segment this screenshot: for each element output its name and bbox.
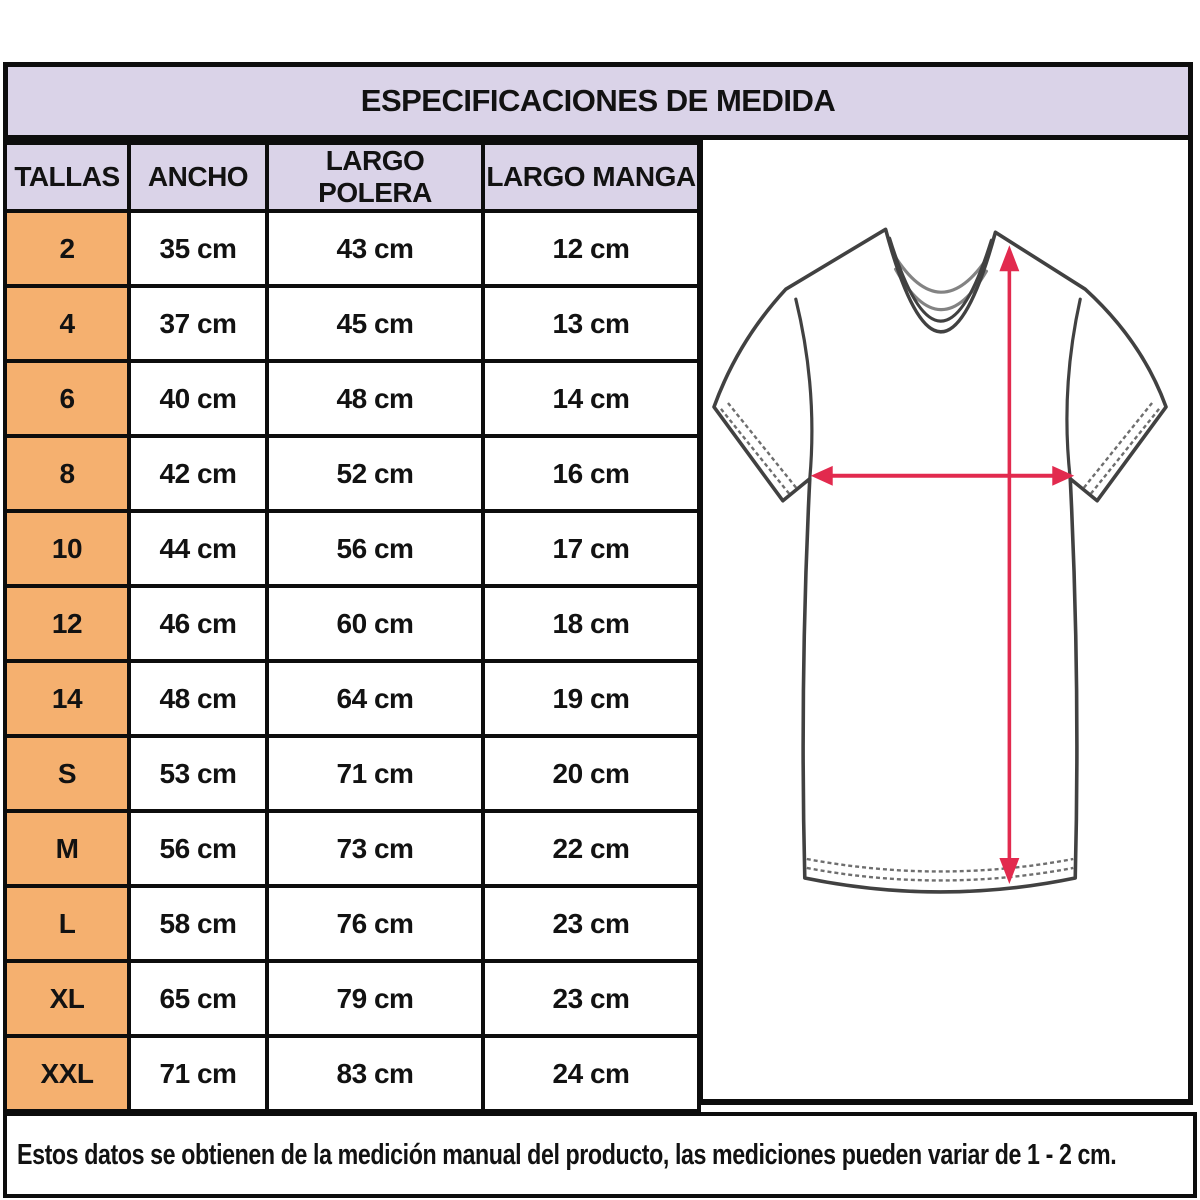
tshirt-diagram: [712, 227, 1168, 894]
length-arrow: [999, 245, 1020, 884]
col-header-largo-polera: LARGO POLERA: [265, 140, 485, 213]
largo-polera-cell: 56 cm: [265, 509, 485, 588]
left-cuff-stitch: [727, 402, 799, 491]
ancho-cell: 65 cm: [127, 959, 269, 1038]
table-row: 14 48 cm 64 cm 19 cm: [3, 659, 701, 738]
size-cell: XXL: [3, 1034, 131, 1113]
col-header-ancho: ANCHO: [127, 140, 269, 213]
table-row: XXL 71 cm 83 cm 24 cm: [3, 1034, 701, 1113]
largo-manga-cell: 22 cm: [481, 809, 701, 888]
col-header-largo-manga: LARGO MANGA: [481, 140, 701, 213]
ancho-cell: 37 cm: [127, 284, 269, 363]
header-row: TALLAS ANCHO LARGO POLERA LARGO MANGA: [3, 140, 701, 213]
largo-manga-cell: 18 cm: [481, 584, 701, 663]
width-arrow: [810, 465, 1075, 486]
ancho-cell: 40 cm: [127, 359, 269, 438]
table-row: M 56 cm 73 cm 22 cm: [3, 809, 701, 888]
largo-manga-cell: 19 cm: [481, 659, 701, 738]
page-title: ESPECIFICACIONES DE MEDIDA: [360, 83, 836, 118]
size-cell: 2: [3, 209, 131, 288]
size-cell: S: [3, 734, 131, 813]
size-cell: XL: [3, 959, 131, 1038]
size-cell: 4: [3, 284, 131, 363]
ancho-cell: 56 cm: [127, 809, 269, 888]
table-row: S 53 cm 71 cm 20 cm: [3, 734, 701, 813]
largo-manga-cell: 13 cm: [481, 284, 701, 363]
size-cell: M: [3, 809, 131, 888]
ancho-cell: 42 cm: [127, 434, 269, 513]
table-row: L 58 cm 76 cm 23 cm: [3, 884, 701, 963]
right-cuff-stitch: [1088, 408, 1160, 497]
note-box: Estos datos se obtienen de la medición m…: [3, 1112, 1197, 1198]
table-row: 2 35 cm 43 cm 12 cm: [3, 209, 701, 288]
size-table: TALLAS ANCHO LARGO POLERA LARGO MANGA 2 …: [3, 140, 701, 1113]
table-row: 10 44 cm 56 cm 17 cm: [3, 509, 701, 588]
ancho-cell: 35 cm: [127, 209, 269, 288]
largo-polera-cell: 83 cm: [265, 1034, 485, 1113]
stitching: [720, 402, 1160, 882]
size-cell: L: [3, 884, 131, 963]
size-cell: 12: [3, 584, 131, 663]
title-bar: ESPECIFICACIONES DE MEDIDA: [3, 62, 1193, 140]
note-text: Estos datos se obtienen de la medición m…: [17, 1138, 1117, 1171]
table-row: 12 46 cm 60 cm 18 cm: [3, 584, 701, 663]
largo-polera-cell: 52 cm: [265, 434, 485, 513]
largo-manga-cell: 23 cm: [481, 884, 701, 963]
ancho-cell: 44 cm: [127, 509, 269, 588]
table-row: XL 65 cm 79 cm 23 cm: [3, 959, 701, 1038]
col-header-tallas: TALLAS: [3, 140, 131, 213]
largo-polera-cell: 43 cm: [265, 209, 485, 288]
hem-stitch: [806, 866, 1074, 882]
ancho-cell: 48 cm: [127, 659, 269, 738]
ancho-cell: 71 cm: [127, 1034, 269, 1113]
largo-polera-cell: 73 cm: [265, 809, 485, 888]
tshirt-outline: [712, 227, 1168, 894]
size-cell: 10: [3, 509, 131, 588]
tshirt-panel: [701, 140, 1193, 1105]
largo-manga-cell: 16 cm: [481, 434, 701, 513]
largo-manga-cell: 23 cm: [481, 959, 701, 1038]
largo-polera-cell: 45 cm: [265, 284, 485, 363]
largo-manga-cell: 12 cm: [481, 209, 701, 288]
largo-polera-cell: 79 cm: [265, 959, 485, 1038]
largo-polera-cell: 64 cm: [265, 659, 485, 738]
largo-manga-cell: 17 cm: [481, 509, 701, 588]
largo-polera-cell: 48 cm: [265, 359, 485, 438]
table-row: 6 40 cm 48 cm 14 cm: [3, 359, 701, 438]
ancho-cell: 58 cm: [127, 884, 269, 963]
collar: [888, 236, 994, 323]
largo-manga-cell: 20 cm: [481, 734, 701, 813]
largo-polera-cell: 71 cm: [265, 734, 485, 813]
largo-polera-cell: 60 cm: [265, 584, 485, 663]
largo-manga-cell: 24 cm: [481, 1034, 701, 1113]
ancho-cell: 53 cm: [127, 734, 269, 813]
largo-manga-cell: 14 cm: [481, 359, 701, 438]
right-cuff-stitch: [1081, 402, 1154, 491]
largo-polera-cell: 76 cm: [265, 884, 485, 963]
hem-stitch: [806, 857, 1074, 873]
size-cell: 14: [3, 659, 131, 738]
size-spec-sheet: ESPECIFICACIONES DE MEDIDA TALLAS ANCHO …: [3, 62, 1197, 1198]
main-area: TALLAS ANCHO LARGO POLERA LARGO MANGA 2 …: [3, 140, 1193, 1113]
ancho-cell: 46 cm: [127, 584, 269, 663]
left-cuff-stitch: [720, 408, 792, 497]
size-cell: 6: [3, 359, 131, 438]
size-cell: 8: [3, 434, 131, 513]
table-row: 8 42 cm 52 cm 16 cm: [3, 434, 701, 513]
table-row: 4 37 cm 45 cm 13 cm: [3, 284, 701, 363]
